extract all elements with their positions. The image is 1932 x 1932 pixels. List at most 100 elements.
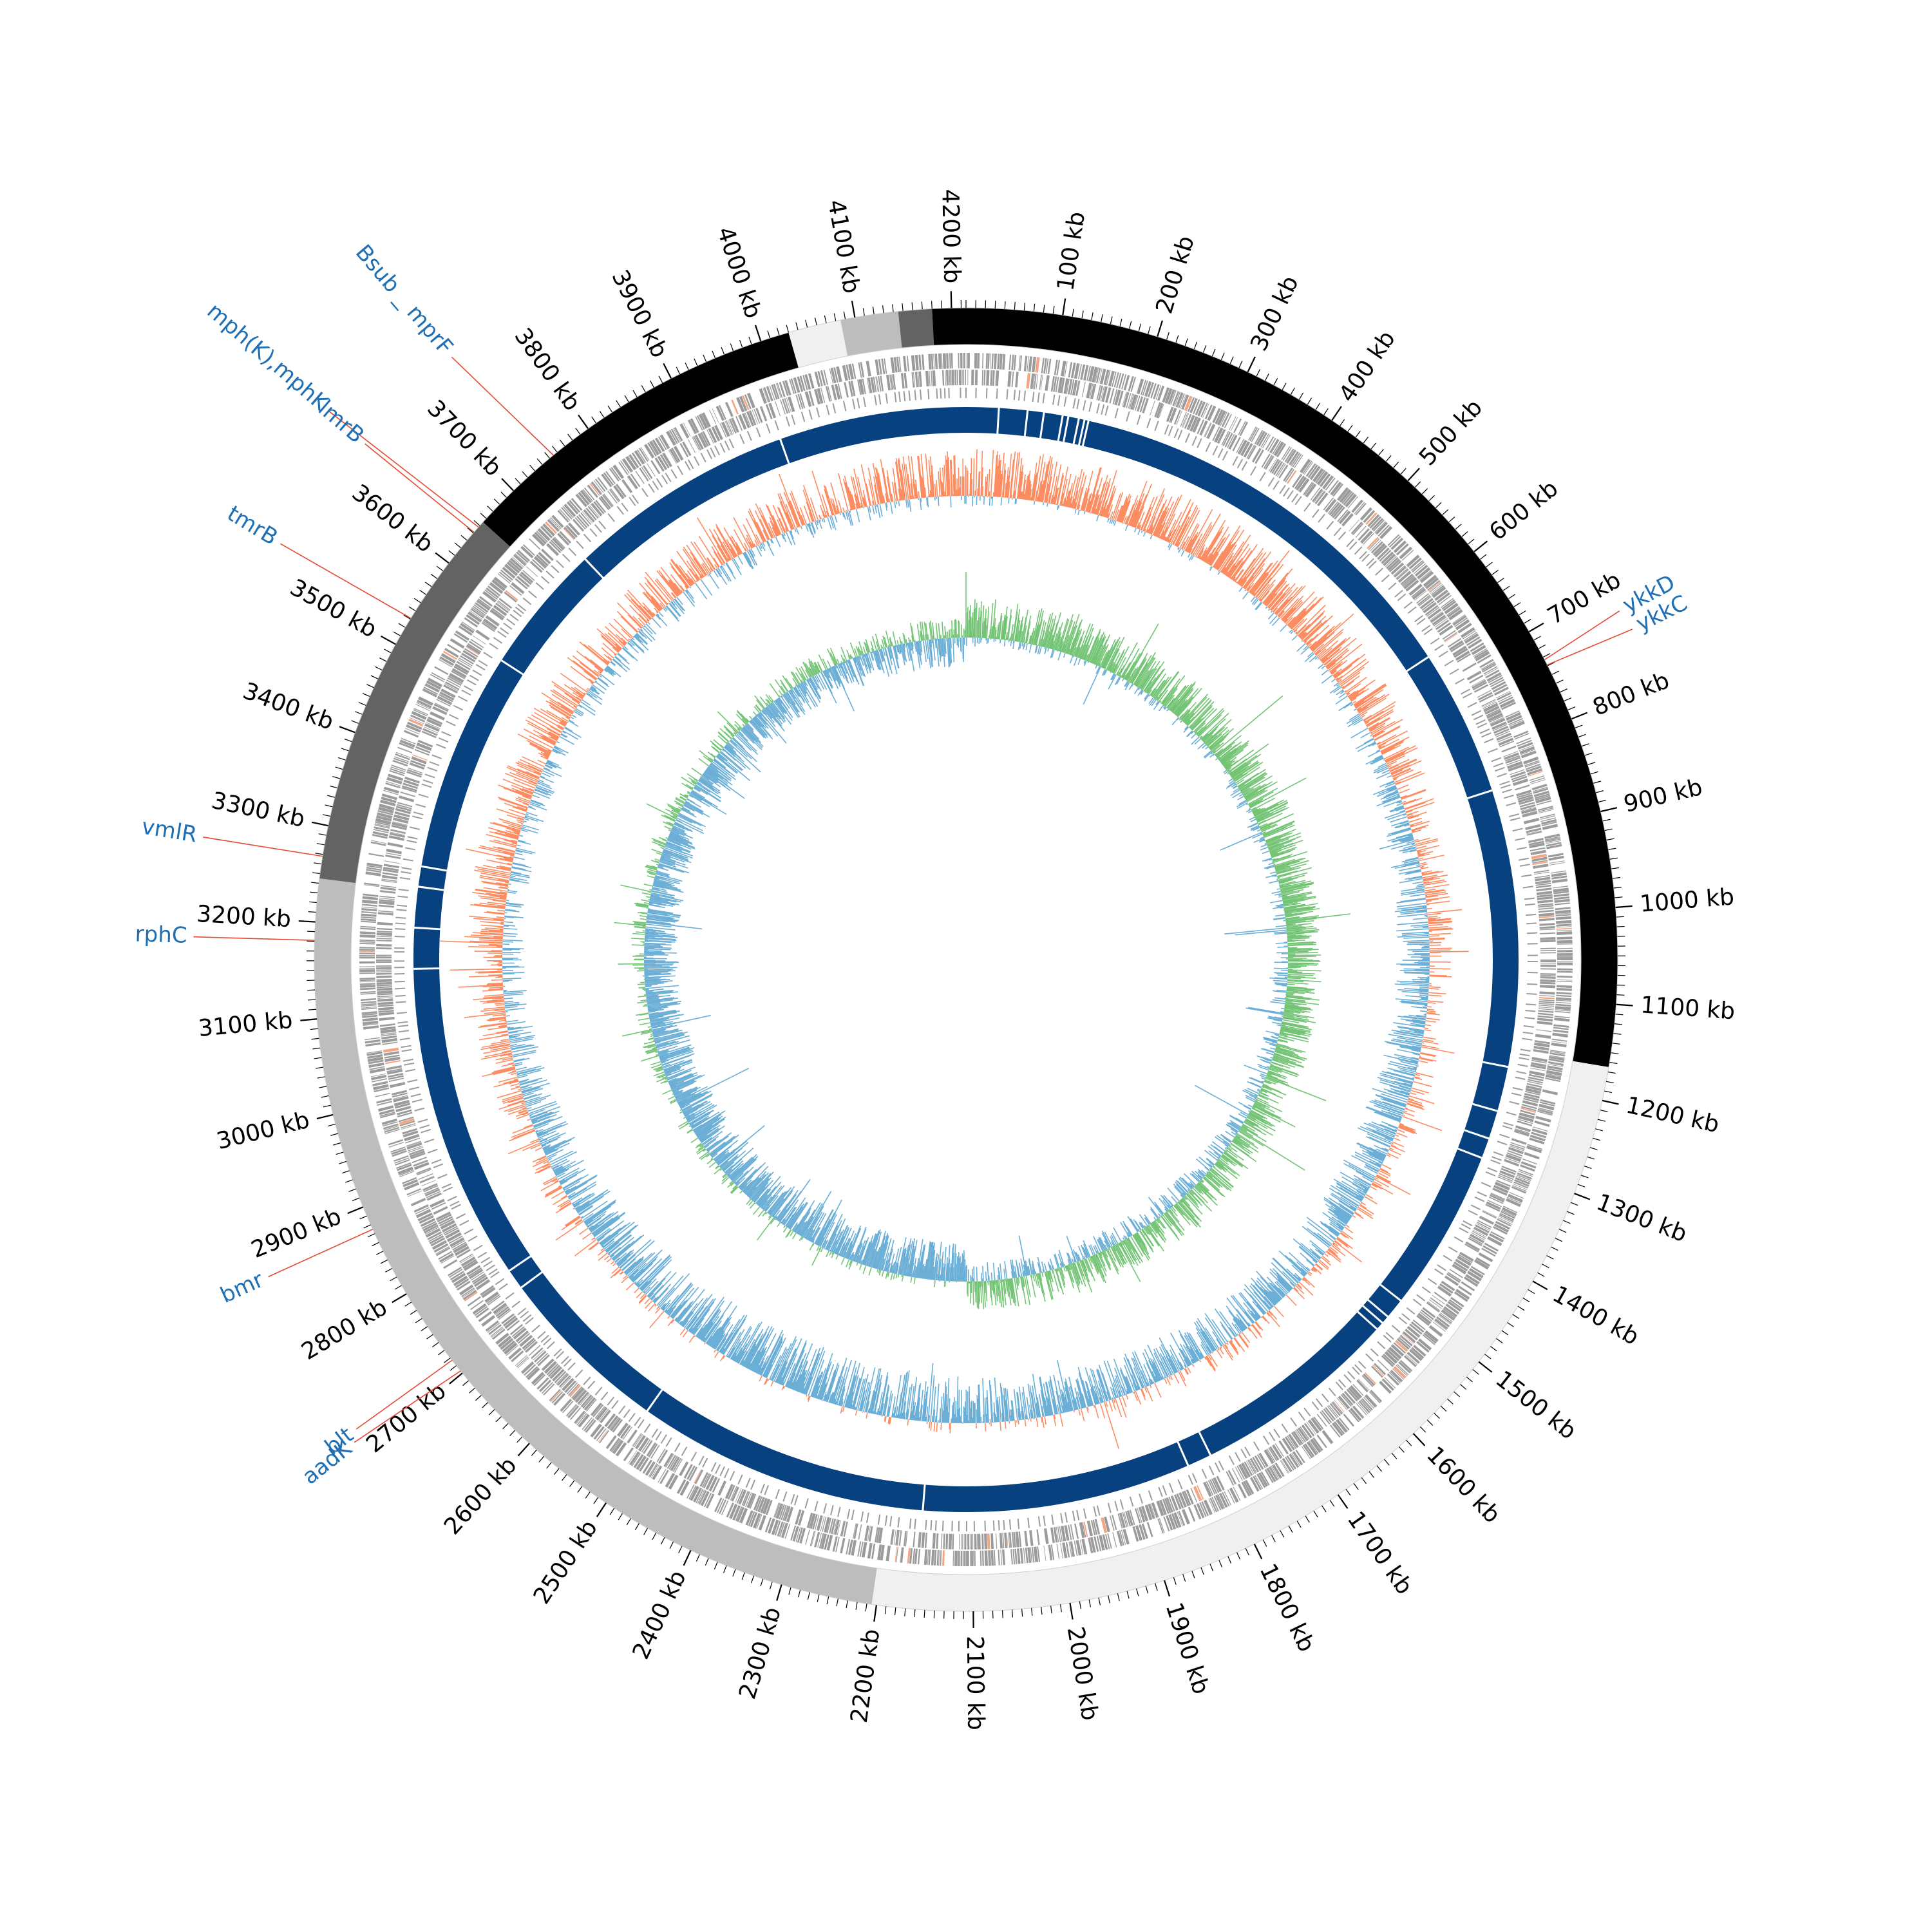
minor-tick: [1398, 1446, 1405, 1453]
minor-tick: [1606, 1081, 1615, 1084]
cds-feature: [570, 1407, 582, 1420]
minor-tick: [398, 623, 406, 628]
cds-feature: [453, 1275, 468, 1287]
cds-feature: [843, 1521, 848, 1537]
feature-line: [1520, 1048, 1531, 1052]
feature-line: [1475, 719, 1486, 725]
cds-feature: [495, 1305, 508, 1316]
cds-feature: [470, 608, 484, 619]
cds-feature: [1526, 765, 1542, 773]
cds-feature: [650, 1464, 659, 1479]
cds-feature: [1387, 534, 1400, 546]
cds-feature: [534, 1350, 547, 1363]
cds-feature: [1468, 1237, 1482, 1247]
cds-feature: [932, 1533, 936, 1549]
cds-feature: [1028, 356, 1033, 372]
major-tick: [1062, 298, 1066, 316]
cds-feature: [963, 1550, 966, 1566]
cds-feature: [788, 396, 795, 412]
feature-line: [1519, 857, 1530, 861]
cds-feature: [390, 1081, 406, 1088]
cds-feature: [1529, 1137, 1545, 1144]
cds-feature: [1557, 968, 1573, 971]
minor-tick: [814, 317, 817, 326]
cds-feature: [817, 1533, 822, 1548]
minor-tick: [522, 471, 528, 478]
cds-feature: [960, 1550, 963, 1566]
cds-feature: [1450, 1296, 1464, 1308]
cds-feature: [382, 1121, 398, 1127]
cds-feature: [1302, 1444, 1313, 1459]
cds-feature: [1072, 379, 1078, 396]
minor-tick: [1145, 1586, 1149, 1594]
cds-feature: [391, 824, 407, 831]
cds-feature: [381, 1035, 397, 1040]
cds-feature: [399, 1121, 415, 1126]
cds-feature: [1502, 1206, 1518, 1213]
feature-line: [1403, 601, 1413, 609]
cds-feature: [1301, 1446, 1311, 1459]
cds-feature: [1237, 439, 1247, 455]
cds-feature: [984, 1533, 988, 1549]
cds-feature: [420, 1218, 436, 1227]
cds-feature: [478, 1311, 492, 1322]
cds-feature: [1159, 1518, 1165, 1533]
cds-feature: [598, 1429, 608, 1443]
cds-feature: [491, 579, 506, 591]
feature-line: [598, 520, 607, 529]
feature-line: [1162, 1485, 1168, 1496]
cds-feature: [596, 1406, 608, 1421]
cds-feature: [1478, 1252, 1493, 1263]
minor-tick: [1616, 916, 1624, 918]
feature-line: [677, 465, 684, 475]
cds-feature: [1321, 1430, 1334, 1444]
cds-feature: [1173, 1494, 1182, 1510]
cds-feature: [1209, 1479, 1218, 1494]
cds-feature: [1534, 875, 1550, 878]
cds-feature: [1123, 375, 1130, 391]
cds-feature: [1541, 821, 1557, 826]
cds-feature: [709, 410, 717, 424]
feature-line: [421, 783, 432, 788]
blue-segment: [1458, 1131, 1489, 1157]
cds-feature: [1271, 460, 1281, 474]
cds-feature: [842, 365, 848, 381]
major-tick: [1600, 807, 1618, 813]
gene-label: bmr: [216, 1267, 267, 1309]
cds-feature: [918, 1532, 922, 1548]
cds-feature: [440, 1220, 455, 1230]
cds-feature: [380, 1026, 396, 1030]
cds-feature: [1539, 997, 1555, 999]
cds-feature: [931, 1549, 934, 1566]
cds-feature: [990, 1550, 994, 1566]
cds-feature: [1477, 690, 1492, 698]
cds-feature: [377, 1004, 393, 1007]
minor-tick: [1577, 1184, 1586, 1188]
cds-feature: [492, 1329, 506, 1340]
cds-feature: [1555, 997, 1572, 1001]
cds-feature: [1411, 1347, 1425, 1359]
cds-feature: [1546, 842, 1562, 847]
cds-feature: [1535, 1115, 1551, 1122]
cds-feature: [381, 1118, 397, 1125]
cds-feature: [1246, 444, 1255, 459]
cds-feature: [846, 1539, 851, 1555]
feature-line: [1443, 1255, 1453, 1262]
cds-feature: [448, 676, 463, 685]
cds-feature: [1320, 1411, 1331, 1425]
cds-feature: [1403, 1355, 1417, 1367]
feature-line: [1017, 1519, 1020, 1530]
cds-feature: [368, 1062, 384, 1068]
cds-feature: [1431, 585, 1444, 596]
feature-line: [541, 576, 550, 584]
cds-feature: [848, 381, 853, 397]
minor-tick: [1138, 323, 1142, 332]
cds-feature: [563, 528, 574, 540]
cds-feature: [381, 1033, 397, 1037]
minor-tick: [408, 606, 416, 612]
cds-feature: [1489, 677, 1504, 686]
minor-tick: [797, 1589, 801, 1598]
feature-line: [1359, 551, 1367, 560]
feature-line: [1269, 1432, 1276, 1441]
